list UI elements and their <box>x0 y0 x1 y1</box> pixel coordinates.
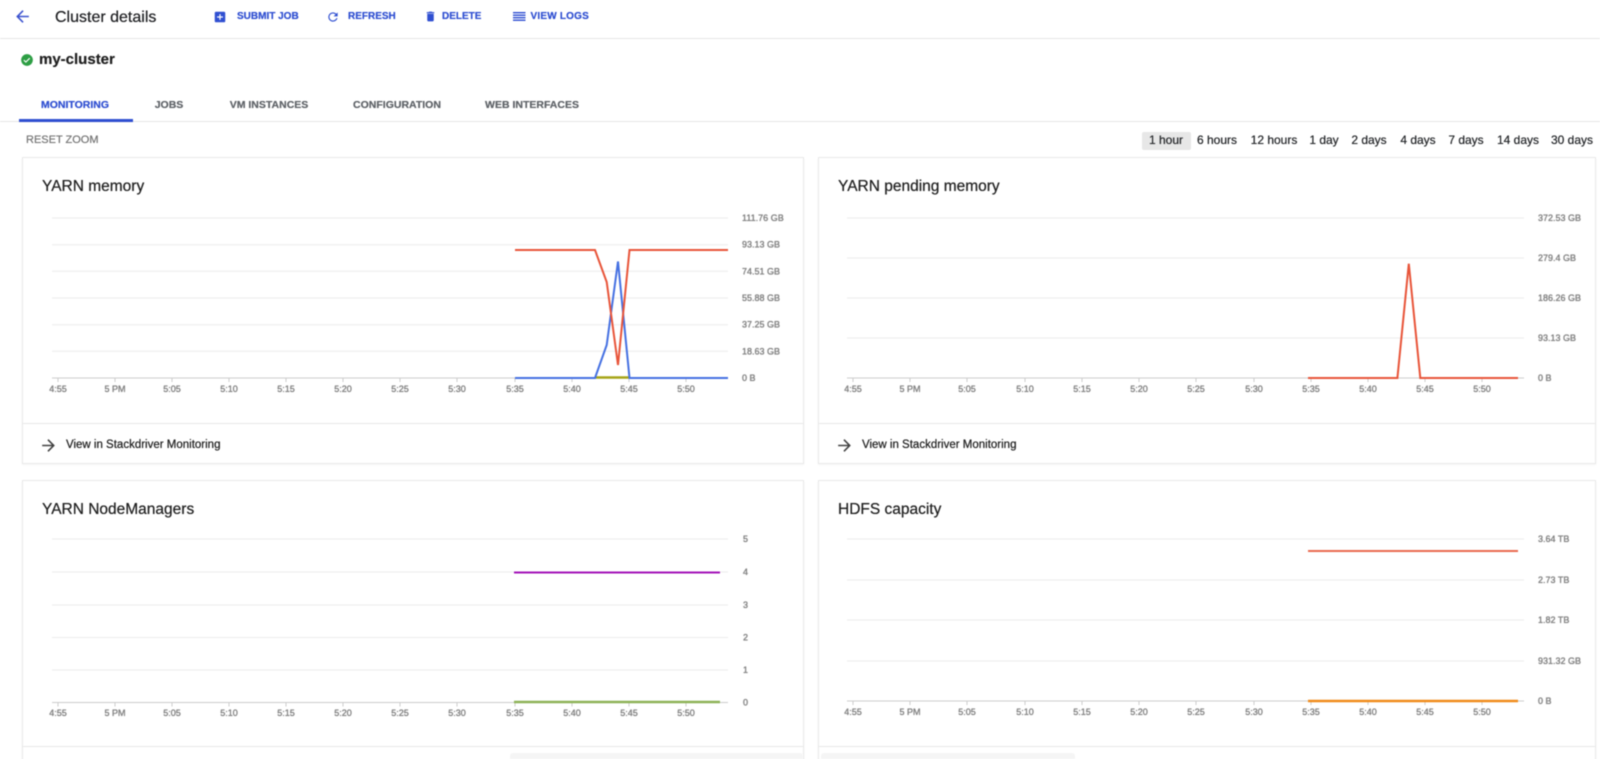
svg-text:5:45: 5:45 <box>620 708 638 718</box>
svg-text:279.4 GB: 279.4 GB <box>1538 253 1576 263</box>
svg-text:5:15: 5:15 <box>1073 707 1091 717</box>
svg-text:931.32 GB: 931.32 GB <box>1538 656 1581 666</box>
svg-text:5:35: 5:35 <box>1302 707 1320 717</box>
svg-text:5:40: 5:40 <box>563 708 581 718</box>
svg-text:5:20: 5:20 <box>1130 707 1148 717</box>
svg-text:4:55: 4:55 <box>844 384 862 394</box>
svg-text:5:30: 5:30 <box>448 708 466 718</box>
svg-text:5:20: 5:20 <box>1130 384 1148 394</box>
svg-text:5:50: 5:50 <box>677 384 695 394</box>
svg-text:5:30: 5:30 <box>448 384 466 394</box>
svg-text:3: 3 <box>743 600 748 610</box>
svg-text:0 B: 0 B <box>742 373 756 383</box>
svg-text:5:20: 5:20 <box>334 708 352 718</box>
svg-text:0: 0 <box>743 698 748 708</box>
svg-text:0 B: 0 B <box>1538 696 1552 706</box>
svg-text:5:05: 5:05 <box>163 384 181 394</box>
svg-text:5:35: 5:35 <box>506 708 524 718</box>
svg-text:18.63 GB: 18.63 GB <box>742 346 780 356</box>
svg-text:5:10: 5:10 <box>220 708 238 718</box>
svg-text:74.51 GB: 74.51 GB <box>742 266 780 276</box>
svg-text:5 PM: 5 PM <box>104 384 125 394</box>
svg-text:5:45: 5:45 <box>1416 707 1434 717</box>
svg-text:5:30: 5:30 <box>1245 384 1263 394</box>
svg-text:372.53 GB: 372.53 GB <box>1538 213 1581 223</box>
svg-text:5:15: 5:15 <box>277 708 295 718</box>
svg-text:5:15: 5:15 <box>277 384 295 394</box>
svg-text:5:05: 5:05 <box>958 707 976 717</box>
svg-text:2.73 TB: 2.73 TB <box>1538 575 1569 585</box>
svg-text:5 PM: 5 PM <box>899 707 920 717</box>
svg-text:5 PM: 5 PM <box>899 384 920 394</box>
svg-text:5:50: 5:50 <box>677 708 695 718</box>
svg-text:5:20: 5:20 <box>334 384 352 394</box>
svg-text:93.13 GB: 93.13 GB <box>1538 333 1576 343</box>
svg-text:5 PM: 5 PM <box>104 708 125 718</box>
svg-text:5:10: 5:10 <box>1016 707 1034 717</box>
svg-text:1.82 TB: 1.82 TB <box>1538 615 1569 625</box>
svg-text:5:30: 5:30 <box>1245 707 1263 717</box>
svg-text:37.25 GB: 37.25 GB <box>742 320 780 330</box>
svg-text:55.88 GB: 55.88 GB <box>742 293 780 303</box>
svg-text:5:40: 5:40 <box>1359 384 1377 394</box>
svg-text:5:25: 5:25 <box>391 384 409 394</box>
svg-text:0 B: 0 B <box>1538 373 1552 383</box>
svg-text:5:35: 5:35 <box>506 384 524 394</box>
svg-text:2: 2 <box>743 633 748 643</box>
svg-text:5:05: 5:05 <box>958 384 976 394</box>
svg-text:5:10: 5:10 <box>1016 384 1034 394</box>
svg-text:4:55: 4:55 <box>49 384 67 394</box>
svg-text:111.76 GB: 111.76 GB <box>742 213 784 223</box>
svg-text:5:40: 5:40 <box>563 384 581 394</box>
svg-text:5:05: 5:05 <box>163 708 181 718</box>
svg-text:5:25: 5:25 <box>1187 707 1205 717</box>
svg-text:5: 5 <box>743 534 748 544</box>
svg-text:5:25: 5:25 <box>1187 384 1205 394</box>
svg-text:1: 1 <box>743 665 748 675</box>
svg-text:4:55: 4:55 <box>844 707 862 717</box>
svg-text:5:50: 5:50 <box>1473 384 1491 394</box>
svg-text:4: 4 <box>743 567 748 577</box>
svg-text:5:25: 5:25 <box>391 708 409 718</box>
svg-text:93.13 GB: 93.13 GB <box>742 240 780 250</box>
svg-text:5:50: 5:50 <box>1473 707 1491 717</box>
svg-text:5:35: 5:35 <box>1302 384 1320 394</box>
svg-text:3.64 TB: 3.64 TB <box>1538 534 1569 544</box>
svg-text:5:45: 5:45 <box>1416 384 1434 394</box>
svg-text:186.26 GB: 186.26 GB <box>1538 293 1581 303</box>
svg-text:4:55: 4:55 <box>49 708 67 718</box>
svg-text:5:40: 5:40 <box>1359 707 1377 717</box>
svg-text:5:45: 5:45 <box>620 384 638 394</box>
svg-text:5:10: 5:10 <box>220 384 238 394</box>
svg-text:5:15: 5:15 <box>1073 384 1091 394</box>
